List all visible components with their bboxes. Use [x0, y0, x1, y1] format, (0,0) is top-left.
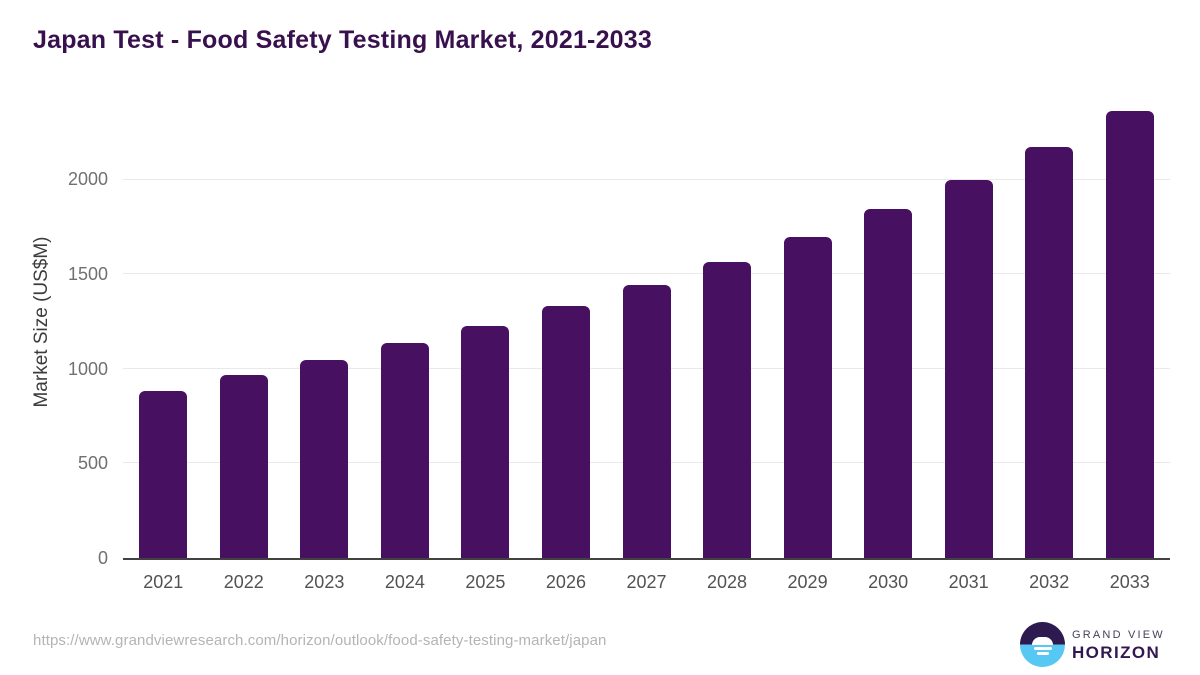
x-tick-label-2027: 2027 [626, 572, 667, 592]
y-tick-label-0: 0 [97, 548, 108, 568]
bar-2028[interactable] [703, 261, 752, 558]
source-url: https://www.grandviewresearch.com/horizo… [33, 632, 607, 649]
logo-grand-view-label: GRAND VIEW [1072, 629, 1165, 641]
y-tick-label-1500: 1500 [67, 264, 108, 285]
bar-2021[interactable] [139, 390, 188, 558]
brand-logo: GRAND VIEW HORIZON [1020, 622, 1180, 668]
grand-view-horizon-icon [1020, 622, 1065, 667]
gridline-2000 [123, 178, 1170, 180]
bar-2024[interactable] [380, 343, 429, 558]
x-tick-label-2028: 2028 [707, 572, 748, 592]
bar-2033[interactable] [1105, 111, 1154, 558]
logo-horizon-label: HORIZON [1072, 643, 1161, 662]
x-tick-label-2029: 2029 [787, 572, 828, 592]
x-tick-label-2026: 2026 [545, 572, 586, 592]
wave-line-shape [1036, 652, 1049, 655]
y-tick-label-1000: 1000 [67, 358, 108, 379]
bar-2022[interactable] [219, 375, 268, 558]
bar-2025[interactable] [461, 326, 510, 558]
y-axis-title: Market Size (US$M) [31, 236, 52, 408]
logo-text: GRAND VIEW HORIZON [1072, 629, 1165, 663]
x-tick-label-2024: 2024 [384, 572, 425, 592]
plot-area [123, 100, 1170, 560]
wave-line-shape [1033, 647, 1052, 650]
sun-dome-shape [1032, 636, 1053, 645]
bar-2026[interactable] [541, 306, 590, 558]
x-tick-label-2022: 2022 [223, 572, 264, 592]
bar-2027[interactable] [622, 284, 671, 558]
x-tick-label-2033: 2033 [1109, 572, 1150, 592]
y-tick-label-2000: 2000 [67, 169, 108, 190]
bar-2030[interactable] [864, 208, 913, 558]
y-tick-label-500: 500 [77, 453, 108, 474]
x-tick-label-2031: 2031 [948, 572, 989, 592]
bar-2029[interactable] [783, 237, 832, 558]
bar-2031[interactable] [944, 180, 993, 558]
x-tick-label-2025: 2025 [465, 572, 506, 592]
x-tick-label-2032: 2032 [1029, 572, 1070, 592]
x-tick-label-2021: 2021 [143, 572, 184, 592]
gridline-1500 [123, 273, 1170, 275]
x-tick-label-2023: 2023 [304, 572, 345, 592]
bar-2023[interactable] [300, 360, 349, 558]
x-tick-label-2030: 2030 [868, 572, 909, 592]
chart-title: Japan Test - Food Safety Testing Market,… [33, 26, 652, 54]
bar-2032[interactable] [1025, 147, 1074, 558]
